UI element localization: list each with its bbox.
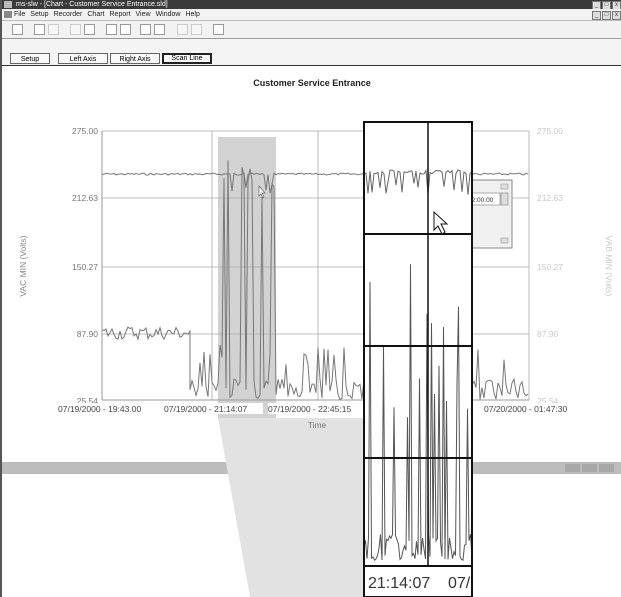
zoom-inset-border	[363, 121, 473, 597]
left-tick-label: 87.90	[77, 329, 99, 339]
tab-right-axis[interactable]: Right Axis	[110, 53, 160, 64]
zoom-traces	[363, 168, 473, 562]
menu-recorder[interactable]: Recorder	[53, 11, 83, 18]
left-tick-label: 212.63	[72, 193, 98, 203]
left-tick-label: 25.54	[77, 396, 99, 406]
x-tick-bg	[163, 403, 263, 414]
doc-restore-button[interactable]: □	[602, 11, 611, 20]
x-tick-bg	[268, 403, 364, 414]
scroll-up-button[interactable]	[500, 183, 509, 190]
find-icon[interactable]	[84, 24, 95, 35]
tab-setup[interactable]: Setup	[10, 53, 50, 64]
right-tick-label: 212.63	[537, 193, 563, 203]
redo-icon[interactable]	[191, 24, 202, 35]
x-tick-label: 07/19/2000 - 21:14:07	[164, 404, 247, 414]
chart-icon[interactable]	[140, 24, 151, 35]
undo-icon[interactable]	[177, 24, 188, 35]
scroll-right-button[interactable]	[582, 464, 597, 472]
x-axis-title: Time	[308, 420, 327, 430]
help-icon[interactable]	[213, 24, 224, 35]
right-tick-label: 150.27	[537, 262, 563, 272]
zoom-time-bg	[365, 568, 471, 596]
doc-minimize-button[interactable]: _	[592, 11, 601, 20]
x-tick-label: 07/20/2000 - 01:47:30	[484, 404, 567, 414]
zoom-in-icon[interactable]	[106, 24, 117, 35]
menu-report[interactable]: Report	[109, 11, 131, 18]
mouse-cursor-icon	[433, 210, 449, 235]
zoom-time-label-cut: 07/	[448, 575, 471, 592]
scroll-down-button[interactable]	[500, 237, 509, 244]
tab-bar: Setup Left Axis Right Axis Scan Line	[2, 39, 621, 66]
new-icon[interactable]	[12, 24, 23, 35]
toolbar	[2, 21, 621, 39]
menu-setup[interactable]: Setup	[30, 11, 49, 18]
menu-window[interactable]: Window	[155, 11, 181, 18]
menu-file[interactable]: File	[14, 11, 26, 18]
document-controls: _ □ x	[592, 11, 621, 20]
print-preview-icon[interactable]	[48, 24, 59, 35]
data-icon[interactable]	[154, 24, 165, 35]
zoom-lower-trace	[363, 264, 473, 562]
right-tick-label: 275.00	[537, 126, 563, 136]
zoom-upper-trace	[363, 168, 473, 195]
left-axis-title: VAC MIN (Volts)	[18, 235, 28, 296]
window-title: ms-slw - [Chart - Customer Service Entra…	[16, 1, 168, 8]
x-tick-label: 07/19/2000 - 19:43.00	[58, 404, 141, 414]
document-icon	[4, 11, 12, 18]
zoom-time-label: 21:14:07	[368, 575, 430, 592]
scan-time-value: 52:00.00	[468, 197, 494, 204]
tab-left-axis[interactable]: Left Axis	[58, 53, 108, 64]
zoom-inset: 21:14:07 07/	[363, 121, 473, 597]
x-tick-label: 07/19/2000 - 22:45:15	[268, 404, 351, 414]
left-tick-label: 150.27	[72, 262, 98, 272]
x-tick-bg	[483, 403, 593, 414]
right-tick-label: 25.54	[537, 396, 559, 406]
menu-bar: File Setup Recorder Chart Report View Wi…	[2, 9, 621, 21]
zoom-projection	[218, 418, 364, 597]
menu-view[interactable]: View	[135, 11, 151, 18]
app-icon	[4, 1, 12, 8]
print-icon[interactable]	[34, 24, 45, 35]
menu-chart[interactable]: Chart	[87, 11, 105, 18]
menu-help[interactable]: Help	[185, 11, 200, 18]
scroll-end-button[interactable]	[599, 464, 614, 472]
scan-time-spinner[interactable]	[500, 192, 509, 206]
right-axis-title: VAB MIN (Volts)	[604, 236, 614, 297]
mouse-cursor-icon	[258, 185, 266, 199]
right-tick-label: 87.90	[537, 329, 559, 339]
scroll-left-button[interactable]	[565, 464, 580, 472]
tab-scan-line[interactable]: Scan Line	[162, 53, 212, 64]
x-tick-bg	[58, 403, 166, 414]
left-tick-label: 275.00	[72, 126, 98, 136]
zoom-out-icon[interactable]	[120, 24, 131, 35]
copy-icon[interactable]	[70, 24, 81, 35]
chart-title: Customer Service Entrance	[253, 78, 371, 88]
